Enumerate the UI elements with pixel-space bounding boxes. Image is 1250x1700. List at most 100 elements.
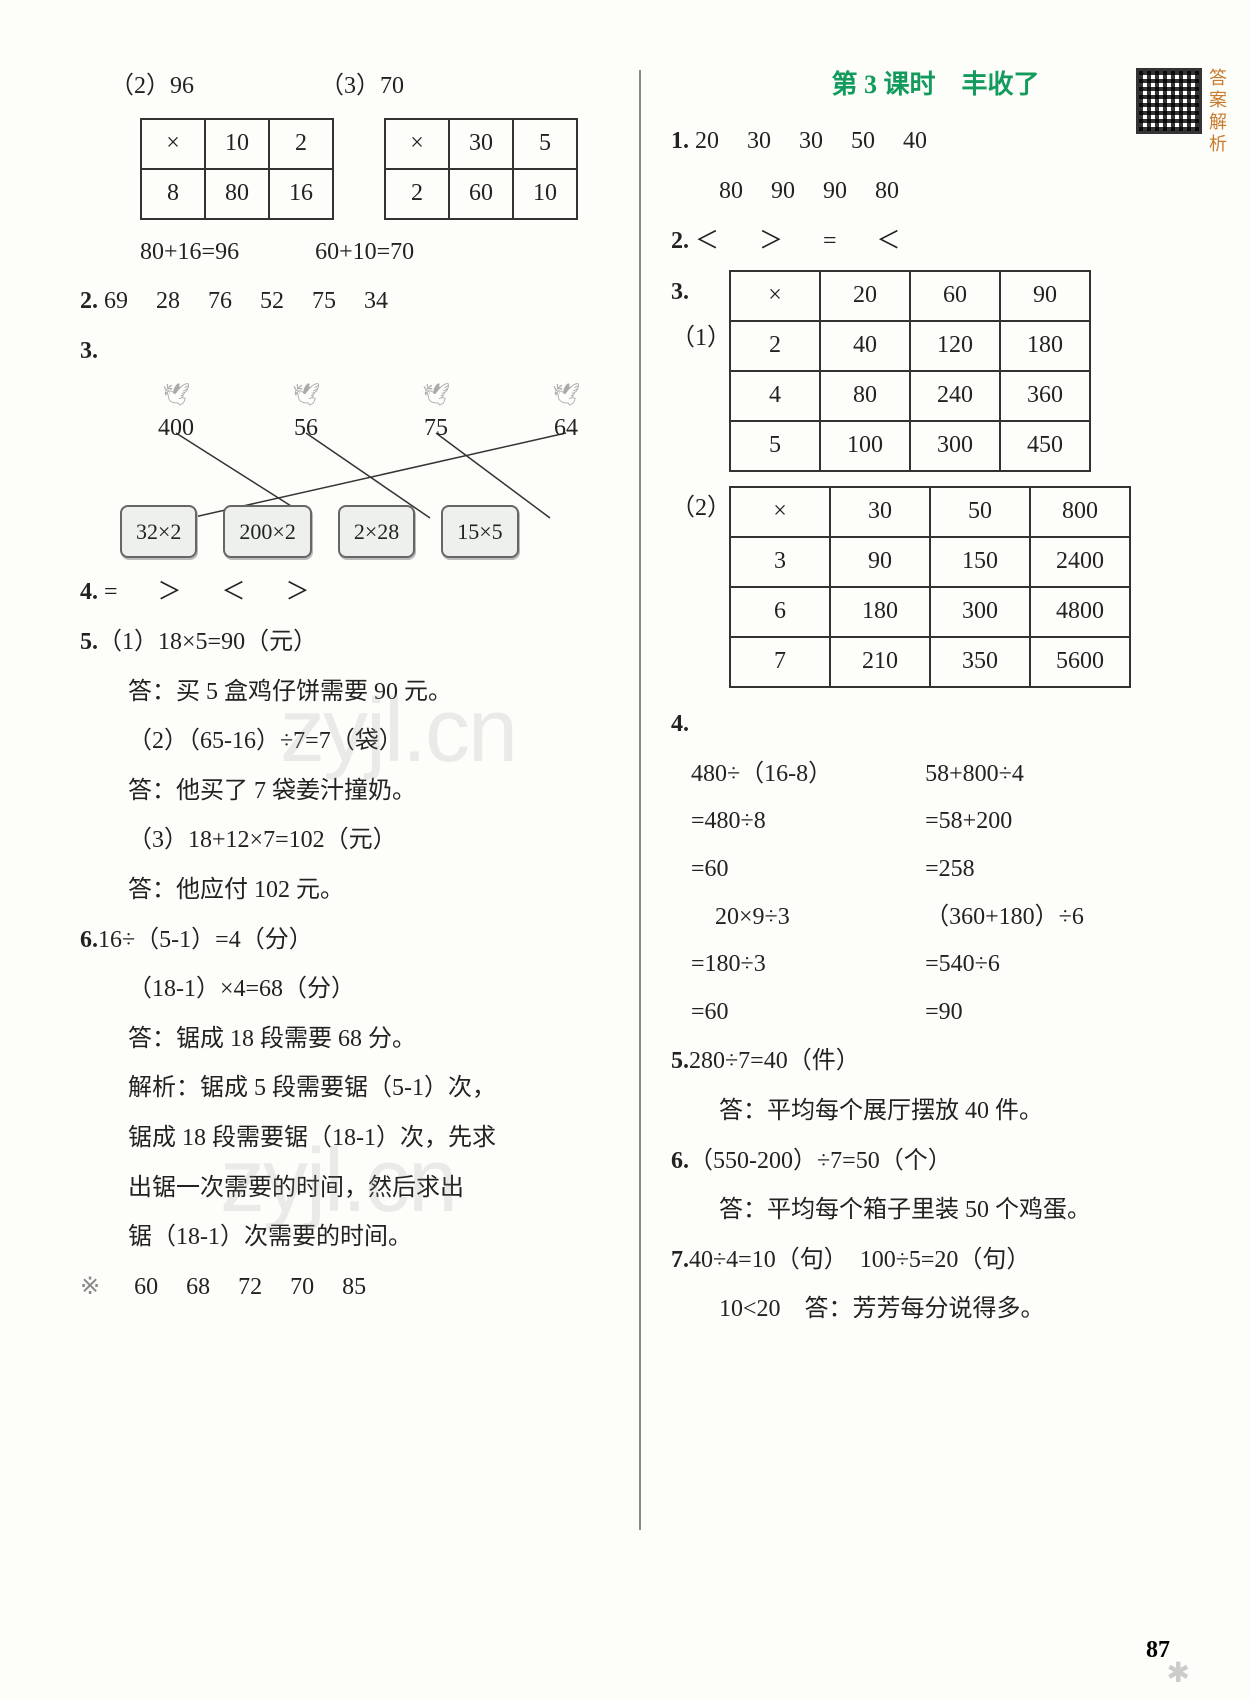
q1-equations: 80+16=96 60+10=70 [80,230,619,276]
q6-ex1: 解析：锯成 5 段需要锯（5-1）次， [80,1066,619,1112]
val: 68 [186,1274,210,1300]
val: ＜ [222,579,246,605]
r-q7-l2: 10<20 答：芳芳每分说得多。 [671,1287,1200,1333]
cell: 2400 [1030,537,1130,587]
line: 16÷（5-1）=4（分） [98,927,313,953]
line: （550-200）÷7=50（个） [689,1148,952,1174]
q4-label: 4. [80,579,98,605]
bird-icon: 🕊 [266,384,346,406]
val: 50 [851,128,875,154]
q5-label: 5. [80,629,98,655]
eq-row: 480÷（16-8）58+800÷4 [691,752,1200,798]
r-q2: 2. ＜ ＞ = ＜ [671,219,1200,265]
q5: 5.（1）18×5=90（元） [80,620,619,666]
cell: 450 [1000,421,1090,471]
cell: 20 [820,271,910,321]
cell: 5 [730,421,820,471]
q-star: ※ 6068727085 [80,1265,619,1311]
r-q6-a1: 答：平均每个箱子里装 50 个鸡蛋。 [671,1188,1200,1234]
r-q1-label: 1. [671,128,689,154]
q3-matching-diagram: 🕊400 🕊56 🕊75 🕊64 32×2 200×2 2×28 15×5 [120,378,619,558]
val: 90 [823,178,847,204]
val: 76 [208,288,232,314]
line: 280÷7=40（件） [689,1048,860,1074]
eq-right: 58+800÷4 [925,752,1180,798]
cell: 60 [449,169,513,219]
cell: 360 [1000,371,1090,421]
eq-left: 480÷（16-8） [691,752,925,798]
match-top-row: 🕊400 🕊56 🕊75 🕊64 [136,384,606,452]
cell: 240 [910,371,1000,421]
val: 85 [342,1274,366,1300]
cell: 16 [269,169,333,219]
val: 34 [364,288,388,314]
table-r3-2: ×3050800 3901502400 61803004800 72103505… [729,486,1131,688]
cell: 3 [730,537,830,587]
bird-icon: 🕊 [396,384,476,406]
val: 90 [771,178,795,204]
top-item: 🕊400 [136,384,216,452]
cell: 100 [820,421,910,471]
val: ＜ [695,228,719,254]
r-q4-equations: 480÷（16-8）58+800÷4=480÷8=58+200=60=258 2… [671,752,1200,1036]
r-q3-t1: 3.（1） ×206090 240120180 480240360 510030… [671,270,1200,472]
cell: 2 [385,169,449,219]
eq-left: =480÷8 [691,799,925,845]
bot-item: 15×5 [441,505,518,559]
q1-p2-label: （2）96 [110,73,194,99]
val: 64 [554,415,578,441]
val: = [823,228,837,254]
cell: 60 [910,271,1000,321]
cell: 40 [820,321,910,371]
match-bottom-row: 32×2 200×2 2×28 15×5 [120,505,519,559]
bird-icon: 🕊 [136,384,216,406]
eq-row: 20×9÷3（360+180）÷6 [691,895,1200,941]
q1-table-b: ×305 26010 [384,118,578,220]
cell: × [141,119,205,169]
q6: 6.16÷（5-1）=4（分） [80,918,619,964]
cell: 90 [1000,271,1090,321]
val: 75 [312,288,336,314]
top-item: 🕊75 [396,384,476,452]
q3-label: 3. [80,329,619,375]
r-q7: 7.40÷4=10（句） 100÷5=20（句） [671,1238,1200,1284]
val: 80 [875,178,899,204]
lesson-title: 第 3 课时 丰收了 [671,60,1200,109]
cell: 2 [730,321,820,371]
q5-a1: 答：买 5 盒鸡仔饼需要 90 元。 [80,670,619,716]
eq-left: 20×9÷3 [691,895,925,941]
r-q4-label-row: 4. [671,702,1200,748]
val: 60 [134,1274,158,1300]
r-q3-t2: （2） ×3050800 3901502400 61803004800 7210… [671,486,1200,688]
val: ＞ [759,228,783,254]
q1-p3-label: （3）70 [320,73,404,99]
eq-row: =480÷8=58+200 [691,799,1200,845]
val: ＞ [286,579,310,605]
val: ＞ [158,579,182,605]
q5-a2: 答：他买了 7 袋姜汁撞奶。 [80,769,619,815]
top-item: 🕊64 [526,384,606,452]
val: ＜ [877,228,901,254]
line: （1）18×5=90（元） [98,629,317,655]
cell: 180 [830,587,930,637]
r-q2-label: 2. [671,228,689,254]
cell: 800 [1030,487,1130,537]
q6-ex3: 出锯一次需要的时间，然后求出 [80,1166,619,1212]
q1-tables: ×102 88016 ×305 26010 [140,118,619,220]
cell: 2 [269,119,333,169]
qr-code-icon [1136,68,1202,134]
q6-l2: （18-1）×4=68（分） [80,967,619,1013]
line: 40÷4=10（句） 100÷5=20（句） [689,1247,1030,1273]
eq-right: =58+200 [925,799,1180,845]
q5-l2: （2）（65-16）÷7=7（袋） [80,719,619,765]
r-q7-label: 7. [671,1247,689,1273]
cell: 10 [205,119,269,169]
cell: 4 [730,371,820,421]
cell: × [730,487,830,537]
top-item: 🕊56 [266,384,346,452]
eq: 60+10=70 [315,239,414,265]
cell: 30 [449,119,513,169]
q6-ex4: 锯（18-1）次需要的时间。 [80,1215,619,1261]
q1-sublabels: （2）96 （3）70 [80,64,619,110]
bot-item: 200×2 [223,505,311,559]
